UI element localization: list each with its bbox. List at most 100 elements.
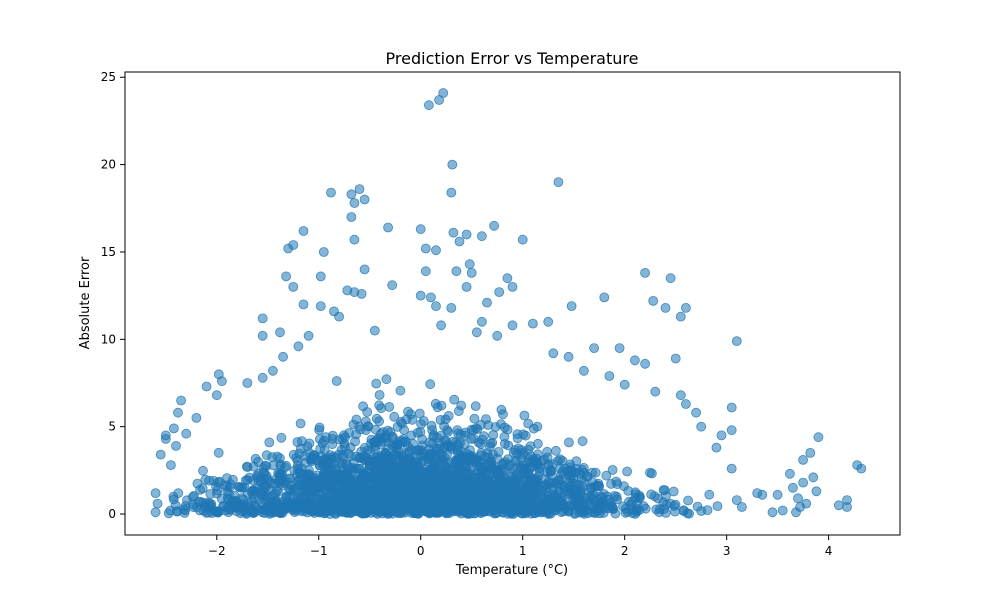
scatter-point: [339, 441, 350, 452]
scatter-point: [458, 466, 469, 477]
scatter-point: [424, 448, 435, 459]
scatter-point: [630, 355, 640, 366]
scatter-point: [640, 267, 650, 278]
scatter-point: [302, 507, 313, 518]
scatter-point: [295, 418, 306, 429]
scatter-point: [559, 500, 569, 511]
scatter-point: [264, 437, 275, 448]
scatter-point: [805, 447, 816, 458]
scatter-point: [330, 495, 340, 506]
scatter-point: [469, 413, 480, 424]
scatter-point: [420, 266, 431, 277]
scatter-point: [545, 493, 555, 504]
scatter-point: [337, 458, 348, 469]
scatter-point: [425, 379, 436, 390]
scatter-point: [612, 479, 623, 490]
scatter-point: [670, 499, 681, 510]
scatter-point: [520, 430, 531, 441]
scatter-point: [358, 401, 369, 412]
scatter-point: [605, 498, 615, 509]
scatter-point: [326, 187, 336, 198]
scatter-point: [568, 473, 579, 484]
scatter-point: [150, 488, 161, 499]
scatter-point: [579, 365, 589, 376]
scatter-point: [491, 462, 502, 473]
scatter-point: [204, 475, 215, 486]
scatter-point: [704, 489, 715, 500]
scatter-point: [447, 159, 458, 170]
scatter-point: [277, 499, 288, 510]
scatter-point: [283, 243, 294, 254]
scatter-point: [316, 490, 327, 501]
scatter-point: [304, 481, 315, 492]
scatter-point: [289, 465, 300, 476]
scatter-point: [571, 456, 582, 467]
scatter-point: [451, 266, 462, 277]
scatter-point: [499, 438, 510, 449]
scatter-point: [539, 474, 550, 484]
scatter-point: [227, 474, 238, 485]
scatter-point: [332, 503, 343, 514]
scatter-point: [456, 400, 467, 411]
plot-frame: [124, 71, 901, 536]
scatter-point: [434, 443, 445, 454]
scatter-point: [668, 486, 679, 497]
scatter-point: [275, 469, 286, 479]
scatter-point: [346, 189, 357, 200]
scatter-point: [275, 327, 285, 338]
scatter-point: [486, 500, 497, 511]
scatter-point: [293, 341, 304, 352]
scatter-point: [726, 463, 737, 474]
scatter-point: [428, 462, 439, 473]
scatter-point: [587, 467, 597, 478]
scatter-point: [325, 450, 336, 461]
scatter-point: [374, 390, 385, 400]
scatter-point: [614, 343, 625, 354]
scatter-point: [387, 280, 398, 291]
scatter-point: [216, 376, 227, 387]
scatter-point: [589, 343, 599, 354]
scatter-point: [431, 301, 441, 312]
scatter-point: [334, 311, 345, 322]
scatter-point: [607, 464, 618, 475]
scatter-point: [482, 297, 492, 308]
scatter-point: [659, 485, 670, 496]
scatter-point: [432, 487, 443, 498]
scatter-point: [257, 330, 268, 341]
scatter-point: [798, 454, 808, 465]
scatter-point: [660, 302, 671, 313]
scatter-point: [261, 450, 272, 461]
scatter-point: [494, 287, 505, 298]
scatter-point: [191, 502, 202, 513]
scatter-point: [374, 499, 385, 510]
scatter-point: [577, 481, 588, 492]
scatter-point: [415, 290, 426, 301]
scatter-point: [649, 491, 660, 502]
scatter-point: [349, 234, 360, 245]
scatter-point: [423, 100, 434, 111]
scatter-point: [432, 402, 443, 413]
scatter-point: [198, 465, 208, 476]
scatter-point: [459, 439, 470, 450]
scatter-point: [391, 500, 402, 511]
scatter-point: [384, 401, 395, 412]
y-tick-label: 15: [101, 245, 116, 259]
scatter-point: [416, 419, 427, 429]
scatter-point: [436, 320, 447, 331]
scatter-point: [466, 433, 477, 444]
scatter-point: [500, 478, 511, 489]
scatter-point: [234, 482, 245, 493]
scatter-point: [465, 500, 475, 511]
x-tick-label: 3: [723, 544, 731, 558]
scatter-point: [374, 400, 385, 411]
scatter-point: [400, 498, 411, 509]
scatter-point: [409, 508, 420, 519]
scatter-point: [594, 481, 605, 492]
scatter-point: [412, 427, 423, 438]
scatter-point: [315, 271, 326, 282]
scatter-point: [214, 476, 225, 487]
scatter-point: [191, 412, 202, 423]
scatter-point: [254, 468, 264, 479]
scatter-point: [168, 491, 179, 502]
scatter-point: [423, 476, 433, 487]
